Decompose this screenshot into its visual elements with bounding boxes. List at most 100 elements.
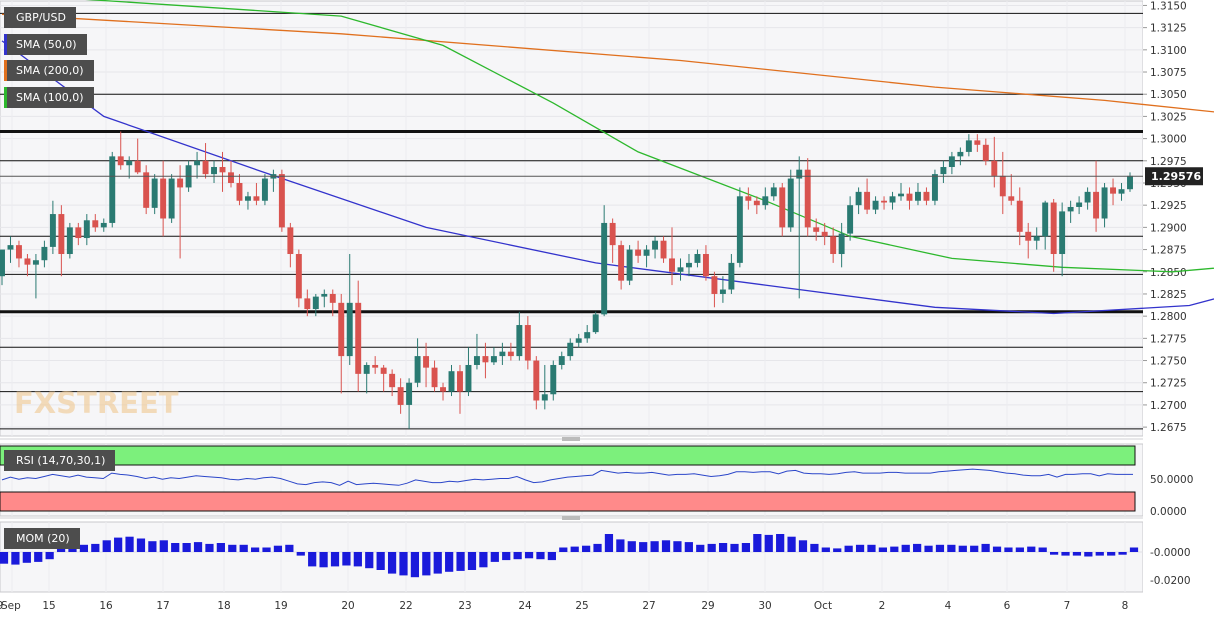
mom-bar xyxy=(102,540,111,552)
sma50-badge[interactable]: SMA (50,0) xyxy=(4,34,87,55)
candle-body xyxy=(389,373,396,388)
rsi-badge[interactable]: RSI (14,70,30,1) xyxy=(4,450,116,471)
price-tick-label: 1.2775 xyxy=(1150,333,1187,345)
candle-body xyxy=(295,254,302,299)
candle-body xyxy=(236,182,243,201)
mom-bar xyxy=(479,552,488,568)
rsi-overbought-zone xyxy=(0,445,1136,466)
candle-body xyxy=(465,364,472,392)
mom-plot-area xyxy=(0,521,1144,593)
candle-body xyxy=(414,356,421,383)
mom-bar xyxy=(273,545,283,552)
date-tick-label: 8 xyxy=(1122,600,1129,612)
candle-body xyxy=(7,245,14,250)
mom-bar xyxy=(216,543,225,552)
date-tick-label: 30 xyxy=(758,600,771,612)
mom-bar xyxy=(753,534,762,552)
price-tick-label: 1.3000 xyxy=(1150,134,1187,146)
candle-body xyxy=(652,240,659,250)
candle-body xyxy=(346,302,353,357)
symbol-label: GBP/USD xyxy=(16,11,66,24)
candle-body xyxy=(1118,189,1125,194)
candle-body xyxy=(940,167,947,175)
candle-body xyxy=(202,160,209,175)
candle-body xyxy=(702,254,709,277)
candle-body xyxy=(372,364,379,368)
mom-bar xyxy=(387,552,397,574)
sma200-swatch xyxy=(4,60,7,81)
candle-body xyxy=(821,231,828,237)
candle-body xyxy=(533,360,540,401)
mom-bar xyxy=(1061,552,1070,556)
mom-bar xyxy=(239,544,248,552)
candle-body xyxy=(601,222,608,315)
price-tick-label: 1.2675 xyxy=(1150,422,1187,434)
mom-bar xyxy=(741,543,751,552)
candle-body xyxy=(753,200,760,206)
candle-body xyxy=(1110,187,1117,194)
candle-body xyxy=(516,325,523,357)
date-tick-label: 2 xyxy=(879,600,886,612)
symbol-badge[interactable]: GBP/USD xyxy=(4,7,76,28)
candle-body xyxy=(677,267,684,272)
sma50-label: SMA (50,0) xyxy=(16,38,77,51)
candle-body xyxy=(915,191,921,201)
sma100-badge[interactable]: SMA (100,0) xyxy=(4,87,94,108)
sma200-badge[interactable]: SMA (200,0) xyxy=(4,60,94,81)
mom-bar xyxy=(547,552,556,561)
candle-body xyxy=(431,367,438,388)
mom-tick-label: -0.0200 xyxy=(1150,575,1191,587)
price-tick-label: 1.2800 xyxy=(1150,311,1187,323)
sma-line-1 xyxy=(1,13,1214,113)
mom-bar xyxy=(1129,547,1139,552)
candle-body xyxy=(999,175,1006,197)
candle-body xyxy=(109,156,116,223)
candle-body xyxy=(643,249,650,256)
mom-bar xyxy=(1118,552,1127,555)
candle-body xyxy=(507,351,514,357)
candle-body xyxy=(948,156,955,168)
mom-bar xyxy=(935,544,945,552)
last-price-label: 1.29576 xyxy=(1151,170,1201,183)
mom-bar xyxy=(262,547,271,552)
candle-body xyxy=(584,332,591,339)
mom-badge[interactable]: MOM (20) xyxy=(4,528,80,549)
mom-bar xyxy=(981,543,990,552)
mom-bar xyxy=(901,544,910,552)
candle-body xyxy=(558,356,565,365)
mom-bar xyxy=(22,552,31,563)
price-tick-label: 1.2750 xyxy=(1150,356,1187,368)
mom-bar xyxy=(490,552,499,562)
candle-body xyxy=(669,258,675,272)
date-tick-label: 24 xyxy=(518,600,532,612)
candle-body xyxy=(117,156,124,166)
price-tick-label: 1.3100 xyxy=(1150,45,1187,57)
mom-bar xyxy=(513,552,522,560)
mom-bar xyxy=(136,538,146,552)
candle-body xyxy=(796,169,803,179)
candle-body xyxy=(923,191,930,201)
mom-bar xyxy=(947,544,956,552)
sma100-label: SMA (100,0) xyxy=(16,91,84,104)
candle-body xyxy=(228,172,234,183)
candle-body xyxy=(363,364,370,374)
candle-body xyxy=(524,325,531,361)
price-tick-label: 1.2900 xyxy=(1150,222,1187,234)
candle-body xyxy=(779,187,786,228)
rsi-tick-label: 50.0000 xyxy=(1150,474,1193,486)
mom-bar xyxy=(1004,547,1013,552)
rsi-oversold-zone xyxy=(0,491,1136,512)
mom-bar xyxy=(330,552,340,567)
candle-body xyxy=(32,260,39,265)
candle-body xyxy=(736,196,743,263)
mom-bar xyxy=(399,552,408,576)
last-price-tag xyxy=(1145,167,1203,186)
candle-body xyxy=(575,338,582,343)
mom-bar xyxy=(159,540,168,552)
date-tick-label: 20 xyxy=(341,600,354,612)
candle-body xyxy=(58,214,65,255)
mom-bar xyxy=(855,544,865,552)
mom-bar xyxy=(342,552,351,566)
date-tick-label: 22 xyxy=(399,600,412,612)
